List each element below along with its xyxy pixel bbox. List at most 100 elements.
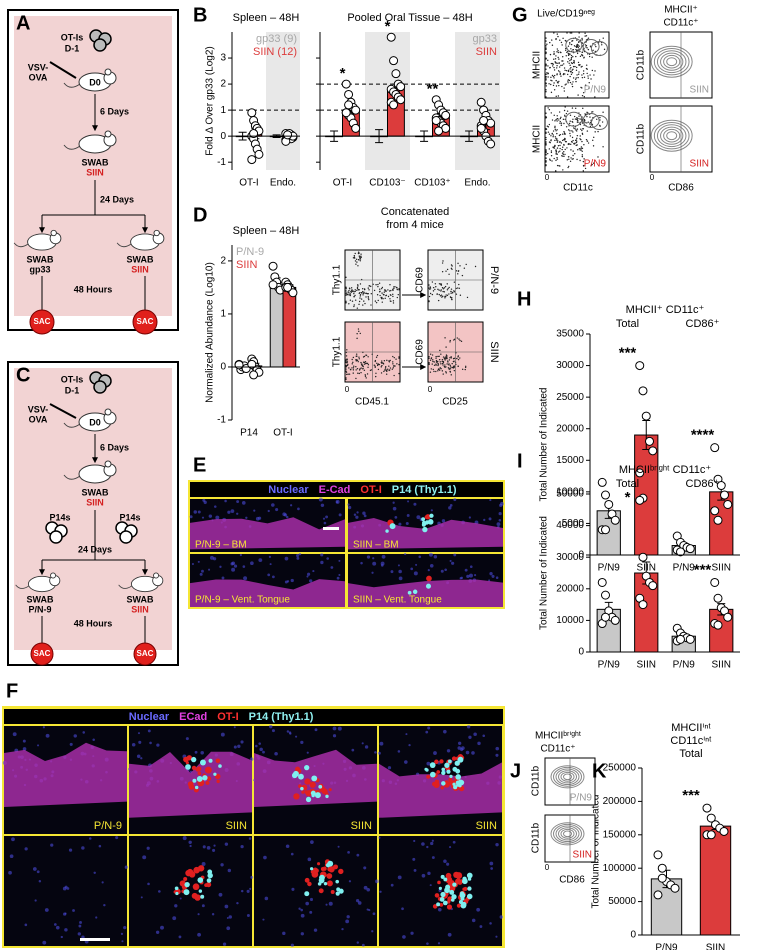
data-point [234, 360, 244, 370]
label: OT-Is [61, 374, 84, 384]
event-dot [441, 296, 443, 298]
event-dot [459, 265, 461, 267]
event-dot [551, 44, 554, 46]
event-dot [431, 281, 434, 283]
event-dot [356, 367, 359, 370]
event-dot [559, 141, 561, 143]
significance: ** [427, 81, 439, 98]
event-dot [345, 301, 347, 304]
event-dot [367, 287, 369, 289]
event-dot [356, 287, 359, 290]
ot1-cell [437, 880, 441, 885]
event-dot [355, 369, 357, 371]
data-point [476, 97, 486, 107]
ot1-cell [193, 866, 200, 874]
data-point [635, 468, 645, 478]
event-dot [565, 112, 568, 115]
nuclear-stain [346, 915, 350, 919]
ot1-cell [456, 903, 462, 908]
event-dot [564, 106, 566, 108]
event-dot [348, 290, 350, 292]
event-dot [393, 287, 395, 290]
p14-cell [455, 775, 460, 779]
nuclear-stain [250, 875, 254, 879]
event-dot [387, 368, 389, 370]
nuclear-stain [375, 879, 379, 884]
event-dot [441, 370, 444, 372]
event-dot [550, 62, 553, 65]
event-dot [356, 261, 358, 263]
y-tick-label: 3 [220, 53, 226, 64]
event-dot [457, 273, 459, 275]
stain-legend: Nuclear [129, 711, 170, 723]
event-dot [557, 145, 560, 147]
data-point [604, 499, 614, 509]
event-dot [589, 123, 591, 125]
event-dot [432, 286, 435, 289]
nuclear-stain [426, 845, 429, 849]
y-tick-label: 30000 [556, 552, 584, 563]
nuclear-stain [310, 840, 314, 845]
event-dot [577, 117, 579, 120]
nuclear-stain [465, 750, 470, 755]
ot1-cell [440, 786, 444, 790]
nuclear-stain [197, 510, 201, 514]
nuclear-stain [381, 554, 386, 559]
event-dot [580, 147, 582, 150]
p14-cell [318, 877, 325, 884]
y-tick-label: 50000 [608, 896, 636, 907]
data-point [710, 443, 720, 453]
nuclear-stain [78, 924, 82, 928]
nuclear-stain [98, 844, 102, 848]
event-dot [602, 111, 604, 113]
event-dot [569, 75, 571, 78]
significance: * [625, 489, 631, 506]
event-dot [355, 359, 358, 362]
ot1-cell [214, 773, 221, 780]
event-dot [370, 304, 372, 306]
event-dot [557, 151, 560, 153]
nuclear-stain [413, 839, 416, 843]
nuclear-stain [309, 910, 313, 914]
nuclear-stain [45, 733, 50, 738]
event-dot [451, 292, 454, 294]
event-dot [394, 286, 396, 288]
event-dot [548, 109, 551, 111]
x-tick-label: SIIN [637, 660, 656, 671]
event-dot [562, 63, 565, 65]
event-dot [448, 368, 450, 370]
contour [558, 827, 577, 841]
data-point [597, 577, 607, 587]
p14-cell [196, 776, 203, 782]
event-dot [577, 121, 579, 123]
nuclear-stain [430, 509, 433, 512]
event-dot [550, 155, 553, 157]
micrograph [4, 836, 127, 946]
event-dot [580, 138, 582, 141]
label: P/N9 [584, 85, 607, 96]
data-point [341, 79, 351, 89]
label: OT-Is [61, 32, 84, 42]
nuclear-stain [73, 734, 77, 738]
p14-cell [314, 792, 321, 799]
event-dot [457, 287, 459, 289]
event-dot [566, 51, 568, 54]
p14-cell [421, 517, 426, 522]
event-dot [566, 32, 568, 34]
event-dot [575, 144, 577, 147]
p14-cell [327, 860, 334, 867]
event-dot [465, 365, 467, 367]
event-dot [548, 148, 551, 150]
gate [582, 39, 600, 55]
event-dot [578, 71, 580, 73]
nuclear-stain [406, 514, 410, 517]
x-tick-label: P/N9 [598, 563, 621, 574]
event-dot [444, 297, 446, 299]
nuclear-stain [286, 580, 290, 583]
nuclear-stain [490, 867, 493, 870]
event-dot [365, 292, 368, 295]
nuclear-stain [288, 731, 292, 734]
event-dot [579, 118, 581, 120]
event-dot [585, 44, 588, 47]
event-dot [545, 73, 547, 76]
